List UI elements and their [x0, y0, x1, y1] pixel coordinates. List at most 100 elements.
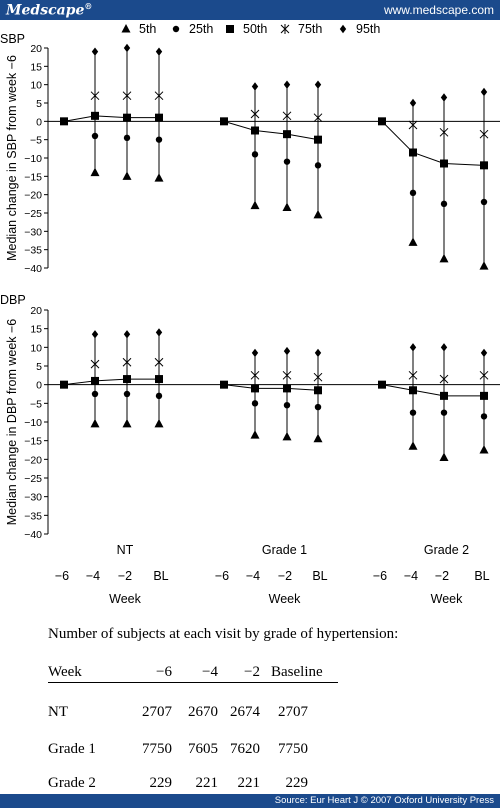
y-tick-label: −25 [24, 473, 42, 485]
y-axis-title: Median change in DBP from week −6 [5, 319, 19, 526]
p75-point [439, 374, 449, 385]
median-line-grade-2 [381, 120, 485, 166]
week-tick-label: −6 [215, 569, 229, 583]
medscape-logo[interactable]: Medscape® [6, 1, 93, 19]
p75-point [313, 112, 323, 123]
column-header: −4 [202, 664, 218, 680]
week-tick-label: −4 [246, 569, 260, 583]
week-tick-label: −2 [435, 569, 449, 583]
p75-point [250, 370, 260, 381]
y-tick-label: 5 [36, 361, 42, 373]
p5-point [313, 209, 323, 219]
column-header: −6 [156, 664, 172, 680]
p5-point [408, 441, 418, 450]
p5-point [250, 430, 260, 439]
p95-point [91, 47, 99, 56]
table-header-row: Week −6 −4 −2 Baseline [48, 664, 338, 683]
p95-point [123, 43, 131, 53]
p75-point [154, 357, 164, 368]
p75-point [408, 370, 418, 381]
median-point [251, 126, 259, 135]
y-tick-label: −35 [24, 245, 42, 257]
p25-point [91, 390, 99, 398]
x-axis-title: Week [269, 592, 301, 606]
p25-point [409, 189, 417, 197]
row-label: Grade 1 [48, 741, 96, 757]
median-point [314, 135, 322, 144]
table-row: Grade 1 7750 7605 7620 7750 [48, 741, 338, 759]
median-point [60, 117, 68, 126]
x-axis-title: Week [431, 592, 463, 606]
p25-point [480, 413, 488, 420]
week-tick-label: −4 [404, 569, 418, 583]
p5-point [313, 433, 323, 443]
legend-marker-star [280, 24, 290, 34]
p5-point [479, 445, 489, 454]
p95-point [409, 98, 417, 108]
y-axis-title: Median change in SBP from week −6 [5, 55, 19, 261]
table-cell: 7750 [278, 741, 308, 757]
subjects-table-section: Number of subjects at each visit by grad… [0, 620, 500, 791]
median-point [155, 375, 163, 384]
p75-point [122, 90, 132, 101]
p25-point [91, 132, 99, 140]
week-tick-label: BL [153, 569, 168, 583]
table-cell: 7750 [142, 741, 172, 757]
p25-point [314, 162, 322, 169]
p75-point [479, 370, 489, 381]
median-point [480, 161, 488, 170]
y-tick-label: −30 [24, 226, 42, 238]
p75-point [122, 357, 132, 368]
p25-point [440, 409, 448, 416]
header-bar: Medscape® www.medscape.com [0, 0, 500, 20]
p75-point [408, 120, 418, 130]
p75-point [90, 359, 100, 370]
legend-marker-diamond [339, 24, 347, 34]
table-title: Number of subjects at each visit by grad… [48, 626, 399, 642]
median-point [378, 380, 386, 389]
y-tick-label: −25 [24, 208, 42, 220]
p25-point [283, 402, 291, 409]
row-label: NT [48, 704, 68, 720]
percentile-chart: 5th 25th 50th 75th 95th SBP Median change in S… [0, 22, 500, 606]
median-point [220, 117, 228, 126]
p95-point [480, 87, 488, 97]
legend-marker-triangle [121, 24, 131, 33]
p95-point [409, 343, 417, 352]
legend-marker-circle [172, 25, 180, 33]
table-cell: 2707 [142, 704, 172, 720]
median-point [123, 375, 131, 384]
p75-point [313, 372, 323, 383]
y-tick-label: 20 [30, 43, 42, 55]
p25-point [155, 392, 163, 400]
p25-point [251, 400, 259, 407]
legend-marker-square [226, 25, 234, 33]
p25-point [155, 136, 163, 143]
p95-point [155, 47, 163, 56]
median-point [91, 111, 99, 120]
p5-point [408, 237, 418, 246]
p75-point [90, 90, 100, 101]
p95-point [251, 82, 259, 91]
y-tick-label: 0 [36, 380, 42, 392]
p95-point [123, 330, 131, 339]
x-axis-title: Week [109, 592, 141, 606]
median-point [314, 386, 322, 395]
column-header: Baseline [271, 664, 323, 680]
p95-point [251, 348, 259, 358]
row-label: Grade 2 [48, 775, 96, 791]
source-credit: Source: Eur Heart J © 2007 Oxford Univer… [274, 795, 494, 806]
table-cell: 7620 [230, 741, 260, 757]
median-point [283, 130, 291, 139]
y-tick-label: 5 [36, 98, 42, 110]
column-header: −2 [244, 664, 260, 680]
y-tick-label: −30 [24, 492, 42, 504]
median-point [155, 113, 163, 122]
week-tick-label: BL [474, 569, 489, 583]
p25-point [251, 151, 259, 158]
y-tick-label: −10 [24, 417, 42, 429]
table-cell: 2670 [188, 704, 218, 720]
site-url[interactable]: www.medscape.com [383, 3, 494, 17]
p5-point [439, 452, 449, 461]
p25-point [314, 403, 322, 411]
